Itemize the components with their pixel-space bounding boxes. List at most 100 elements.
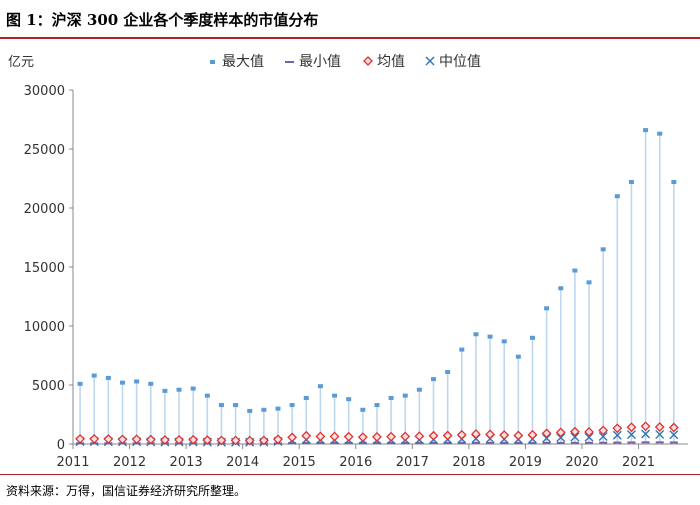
mean-value-point bbox=[131, 434, 142, 445]
x-axis: 2011 2012 2013 2014 2015 2016 2017 2018 2019 2020… bbox=[56, 443, 688, 470]
max-value-point bbox=[600, 247, 606, 252]
mean-value-point bbox=[513, 430, 524, 441]
max-value-point bbox=[459, 347, 465, 352]
mean-value-point bbox=[598, 425, 609, 436]
max-value-point bbox=[628, 180, 634, 185]
max-value-point bbox=[261, 407, 267, 412]
max-value-point bbox=[303, 395, 309, 400]
figure-title: 图 1：沪深 300 企业各个季度样本的市值分布 bbox=[6, 11, 319, 29]
x-tick-label: 2016 bbox=[339, 455, 372, 470]
legend-symbol-max bbox=[210, 60, 215, 64]
x-tick-label: 2018 bbox=[452, 455, 485, 470]
mean-value-point bbox=[357, 432, 368, 443]
max-value-point bbox=[134, 379, 140, 384]
max-value-point bbox=[148, 381, 154, 386]
median-value-point bbox=[641, 429, 651, 439]
y-unit-label: 亿元 bbox=[8, 55, 34, 70]
title-rule bbox=[0, 37, 700, 39]
max-value-point bbox=[176, 387, 182, 392]
x-tick-label: 2017 bbox=[396, 455, 429, 470]
source-bar: 资料来源：万得，国信证券经济研究所整理。 bbox=[0, 474, 700, 505]
mean-value-point bbox=[640, 421, 651, 432]
y-tick-label: 0 bbox=[57, 438, 65, 453]
max-value-point bbox=[360, 407, 366, 412]
mean-value-point bbox=[485, 429, 495, 440]
mean-value-point bbox=[75, 434, 85, 444]
max-value-point bbox=[77, 381, 83, 386]
y-axis: 0 5000 10000 15000 20000 25000 30000 bbox=[24, 84, 74, 453]
mean-value-point bbox=[428, 430, 439, 441]
y-tick-label: 30000 bbox=[24, 84, 65, 99]
mean-value-point bbox=[654, 422, 665, 432]
y-tick-label: 10000 bbox=[24, 320, 65, 335]
x-tick-label: 2019 bbox=[509, 455, 542, 470]
max-value-point bbox=[218, 403, 224, 408]
median-value-point bbox=[626, 430, 636, 440]
max-value-point bbox=[317, 384, 323, 389]
max-value-point bbox=[105, 375, 111, 380]
max-value-point bbox=[657, 131, 663, 136]
legend-label: 中位值 bbox=[439, 54, 481, 70]
max-value-point bbox=[374, 403, 380, 408]
mean-value-point bbox=[273, 434, 283, 445]
max-value-point bbox=[487, 334, 493, 339]
legend-label: 最小值 bbox=[299, 54, 341, 70]
median-value-point bbox=[556, 433, 566, 443]
mean-value-point bbox=[386, 431, 397, 442]
legend-label: 均值 bbox=[377, 54, 405, 70]
y-tick-label: 5000 bbox=[32, 379, 65, 394]
max-value-point bbox=[346, 397, 352, 402]
x-tick-label: 2013 bbox=[170, 455, 203, 470]
mean-value-point bbox=[258, 435, 269, 446]
max-value-point bbox=[332, 393, 338, 398]
max-value-point bbox=[643, 128, 649, 133]
max-value-point bbox=[572, 268, 578, 273]
median-value-point bbox=[655, 429, 665, 439]
max-value-point bbox=[162, 388, 168, 393]
mean-value-point bbox=[117, 434, 128, 445]
median-value-point bbox=[612, 430, 622, 440]
mean-value-point bbox=[188, 434, 199, 445]
mean-value-point bbox=[668, 422, 679, 433]
max-value-point bbox=[388, 395, 394, 400]
mean-value-point bbox=[584, 427, 594, 437]
mean-value-point bbox=[329, 431, 340, 442]
mean-value-point bbox=[626, 422, 637, 433]
mean-value-point bbox=[555, 427, 566, 438]
mean-value-point bbox=[400, 431, 411, 442]
max-value-point bbox=[501, 339, 507, 344]
max-value-point bbox=[614, 194, 620, 199]
x-tick-label: 2015 bbox=[283, 455, 316, 470]
mean-value-point bbox=[145, 434, 156, 445]
max-value-point bbox=[473, 332, 479, 337]
mean-value-point bbox=[527, 429, 538, 440]
mean-value-point bbox=[471, 429, 481, 440]
mean-value-point bbox=[287, 432, 298, 443]
legend-symbol-mean bbox=[363, 56, 373, 66]
x-tick-label: 2014 bbox=[226, 455, 259, 470]
max-value-point bbox=[431, 377, 437, 382]
mean-value-point bbox=[499, 430, 510, 440]
max-value-point bbox=[233, 403, 239, 408]
mean-value-point bbox=[103, 434, 114, 444]
max-value-point bbox=[529, 335, 535, 340]
max-value-point bbox=[119, 380, 125, 385]
mean-value-point bbox=[343, 431, 354, 442]
mean-value-point bbox=[414, 431, 425, 442]
x-tick-label: 2011 bbox=[56, 455, 89, 470]
y-tick-label: 15000 bbox=[24, 261, 65, 276]
median-value-point bbox=[669, 430, 679, 440]
x-tick-label: 2021 bbox=[622, 455, 655, 470]
mean-value-point bbox=[216, 435, 227, 446]
y-tick-label: 25000 bbox=[24, 143, 65, 158]
max-value-point bbox=[275, 406, 281, 411]
median-value-point bbox=[598, 431, 608, 441]
legend-label: 最大值 bbox=[222, 54, 264, 70]
max-value-point bbox=[204, 393, 210, 398]
max-value-point bbox=[515, 354, 521, 359]
mean-value-point bbox=[612, 423, 623, 434]
figure-title-bar: 图 1：沪深 300 企业各个季度样本的市值分布 bbox=[0, 0, 700, 40]
mean-value-point bbox=[202, 435, 213, 446]
max-value-point bbox=[586, 280, 592, 285]
max-value-point bbox=[402, 393, 408, 398]
